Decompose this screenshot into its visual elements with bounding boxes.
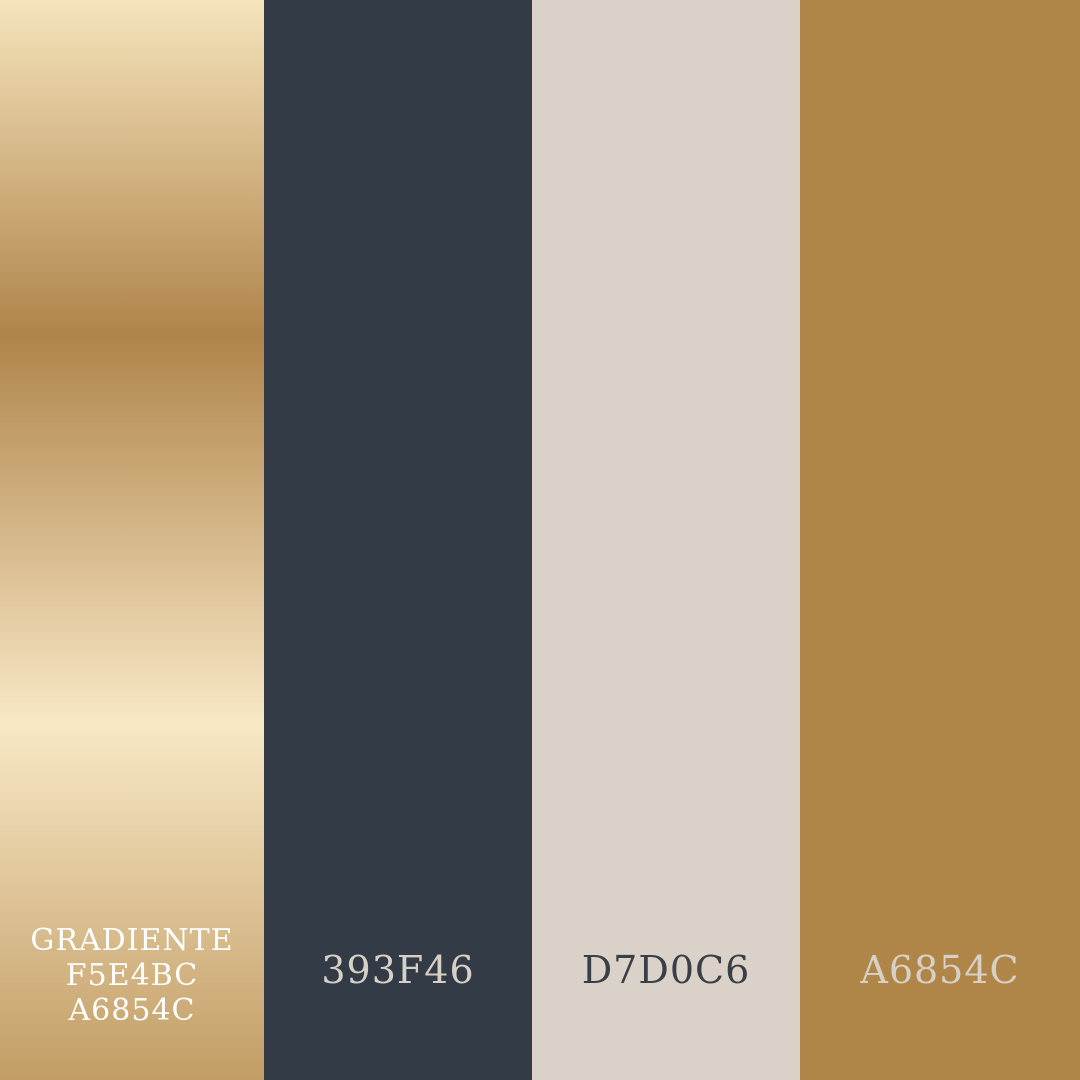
swatch-slate-hex: 393F46 xyxy=(321,948,475,992)
swatch-slate: 393F46 xyxy=(264,0,532,1080)
swatch-beige: D7D0C6 xyxy=(532,0,800,1080)
gradient-title: GRADIENTE xyxy=(30,923,234,958)
gradient-start-hex: F5E4BC xyxy=(65,958,199,993)
gradient-end-hex: A6854C xyxy=(68,993,196,1028)
swatch-gold-hex: A6854C xyxy=(860,948,1020,992)
swatch-beige-hex: D7D0C6 xyxy=(581,948,751,992)
swatch-gold: A6854C xyxy=(800,0,1080,1080)
gradient-swatch: GRADIENTE F5E4BC A6854C xyxy=(0,0,264,1080)
gradient-swatch-label: GRADIENTE F5E4BC A6854C xyxy=(0,923,264,1028)
